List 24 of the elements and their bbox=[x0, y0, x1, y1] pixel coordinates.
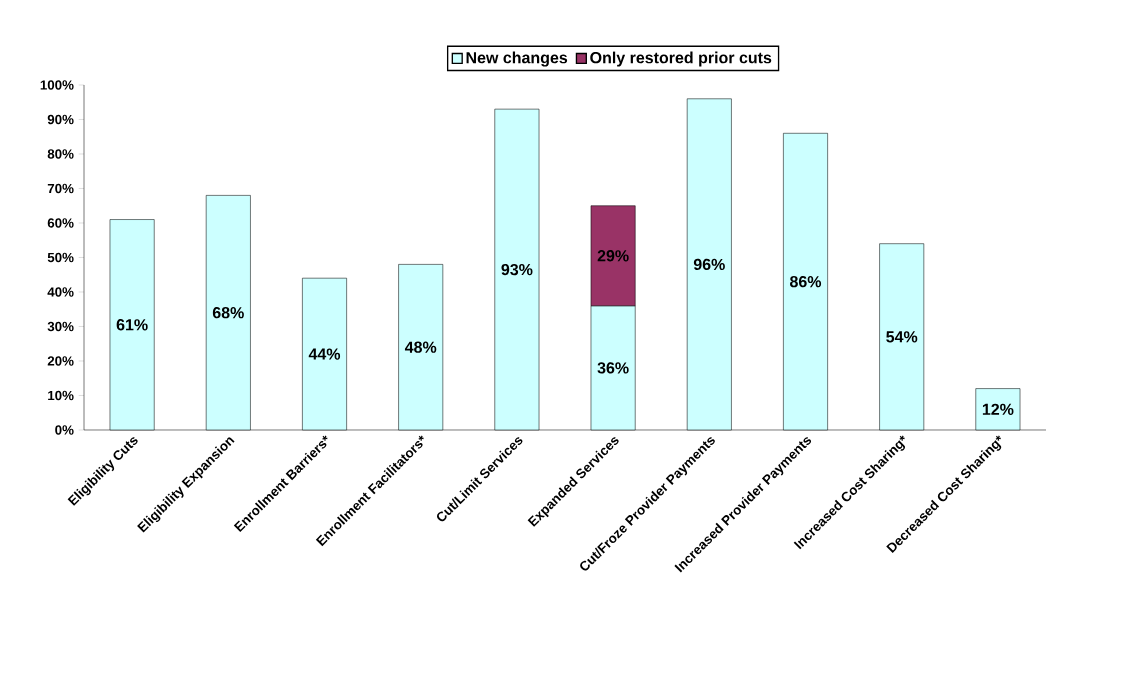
data-label: 36% bbox=[597, 362, 629, 374]
data-label: 48% bbox=[404, 341, 437, 353]
y-tick-label: 10% bbox=[48, 390, 74, 401]
y-tick-label: 60% bbox=[47, 218, 74, 228]
y-tick-label: 50% bbox=[47, 252, 74, 263]
data-label: 12% bbox=[982, 403, 1014, 415]
data-label: 86% bbox=[790, 275, 822, 288]
y-tick-label: 40% bbox=[47, 287, 74, 297]
legend-label: New changes bbox=[466, 51, 568, 67]
y-tick-label: 80% bbox=[47, 149, 74, 159]
y-tick-label: 90% bbox=[47, 114, 74, 125]
data-label: 44% bbox=[308, 348, 341, 360]
data-label: 54% bbox=[886, 331, 918, 343]
data-label: 93% bbox=[501, 263, 533, 276]
y-tick-label: 20% bbox=[47, 356, 74, 366]
y-tick-label: 100% bbox=[40, 80, 74, 90]
data-label: 68% bbox=[212, 307, 244, 319]
y-tick-label: 30% bbox=[47, 321, 74, 332]
legend-label: Only restored prior cuts bbox=[590, 51, 772, 67]
y-tick-label: 70% bbox=[47, 183, 74, 194]
y-tick-label: 0% bbox=[55, 425, 74, 435]
data-label: 29% bbox=[597, 250, 629, 262]
data-label: 96% bbox=[693, 258, 725, 271]
data-label: 61% bbox=[116, 319, 148, 331]
